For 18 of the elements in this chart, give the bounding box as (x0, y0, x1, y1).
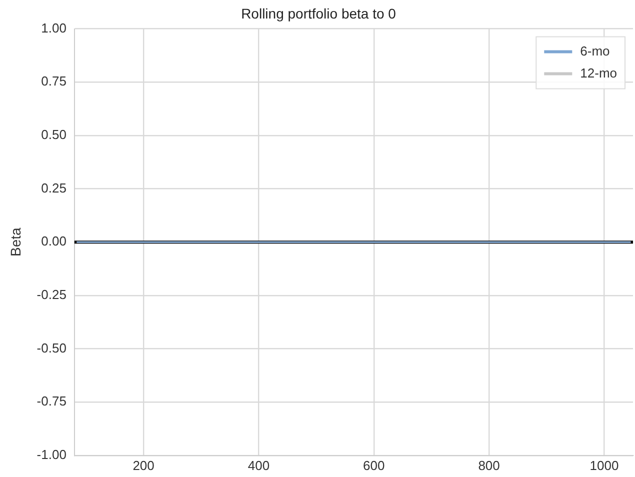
y-tick-label: -0.50 (36, 340, 66, 356)
y-tick-label: -0.75 (36, 394, 66, 409)
x-tick-label: 400 (248, 458, 270, 473)
x-tick-label: 200 (132, 458, 154, 473)
y-axis-title: Beta (7, 227, 24, 257)
y-tick-label: -0.25 (36, 287, 66, 302)
legend-label: 12-mo (580, 65, 618, 80)
legend-label: 6-mo (580, 43, 610, 58)
y-tick-label: 0.00 (41, 234, 66, 249)
y-tick-label: -1.00 (36, 446, 66, 462)
y-tick-label: 1.00 (41, 20, 66, 36)
y-tick-label: 0.25 (41, 180, 66, 196)
x-tick-label: 600 (363, 458, 385, 473)
y-tick-label: 0.75 (41, 74, 66, 89)
chart-title: Rolling portfolio beta to 0 (241, 5, 396, 22)
x-tick-label: 1000 (590, 458, 619, 473)
x-tick-label: 800 (478, 458, 500, 473)
y-tick-label: 0.50 (41, 127, 66, 142)
